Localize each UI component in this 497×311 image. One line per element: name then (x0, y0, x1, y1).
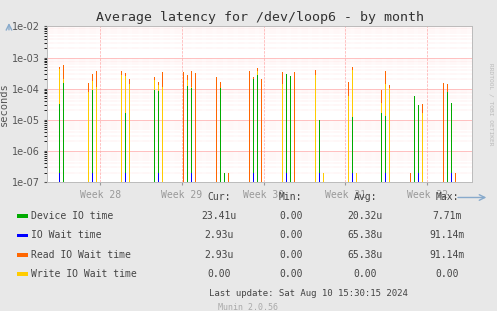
Text: 91.14m: 91.14m (430, 230, 465, 240)
Text: Avg:: Avg: (353, 192, 377, 202)
Text: Write IO Wait time: Write IO Wait time (31, 269, 137, 279)
Y-axis label: seconds: seconds (0, 82, 9, 126)
Text: Min:: Min: (279, 192, 303, 202)
Text: Cur:: Cur: (207, 192, 231, 202)
Text: Max:: Max: (435, 192, 459, 202)
Text: 23.41u: 23.41u (201, 211, 236, 221)
Text: 2.93u: 2.93u (204, 230, 234, 240)
Text: 0.00: 0.00 (279, 230, 303, 240)
Text: 0.00: 0.00 (279, 250, 303, 260)
Bar (17, 234, 28, 237)
Bar (17, 272, 28, 276)
Text: 0.00: 0.00 (279, 269, 303, 279)
Text: 2.93u: 2.93u (204, 250, 234, 260)
Text: Read IO Wait time: Read IO Wait time (31, 250, 131, 260)
Text: RRDTOOL / TOBI OETIKER: RRDTOOL / TOBI OETIKER (488, 63, 493, 146)
Text: 20.32u: 20.32u (348, 211, 383, 221)
Text: IO Wait time: IO Wait time (31, 230, 102, 240)
Text: 65.38u: 65.38u (348, 230, 383, 240)
Text: Last update: Sat Aug 10 15:30:15 2024: Last update: Sat Aug 10 15:30:15 2024 (209, 289, 408, 298)
Title: Average latency for /dev/loop6 - by month: Average latency for /dev/loop6 - by mont… (96, 11, 423, 24)
Text: Munin 2.0.56: Munin 2.0.56 (219, 303, 278, 311)
Text: 0.00: 0.00 (207, 269, 231, 279)
Text: 7.71m: 7.71m (432, 211, 462, 221)
Text: 91.14m: 91.14m (430, 250, 465, 260)
Text: 0.00: 0.00 (353, 269, 377, 279)
Bar (17, 253, 28, 257)
Text: Device IO time: Device IO time (31, 211, 113, 221)
Text: 0.00: 0.00 (279, 211, 303, 221)
Text: 65.38u: 65.38u (348, 250, 383, 260)
Bar (17, 214, 28, 218)
Text: 0.00: 0.00 (435, 269, 459, 279)
